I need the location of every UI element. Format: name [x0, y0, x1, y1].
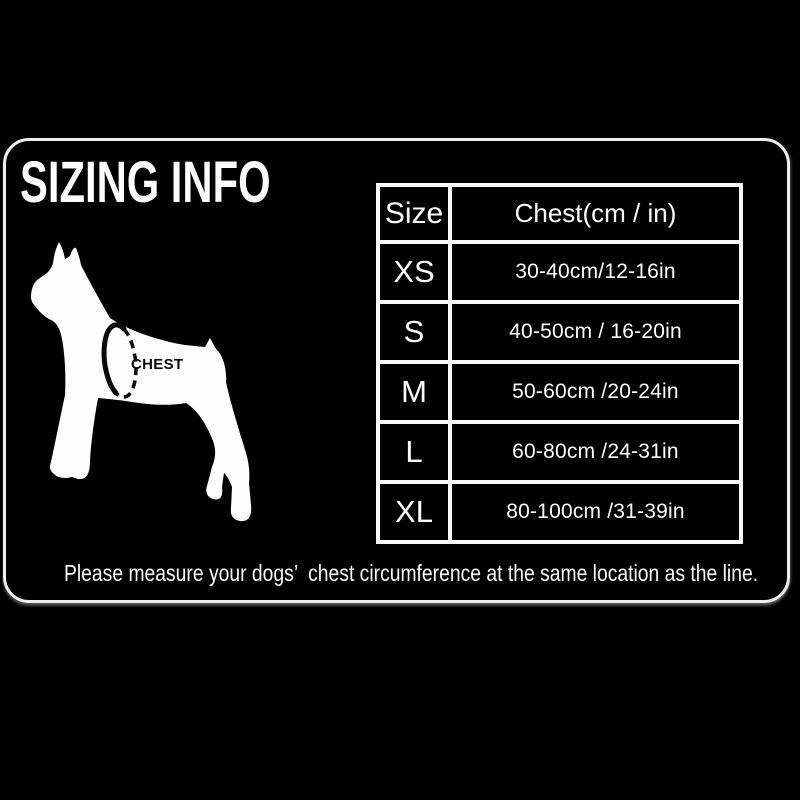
chest-value-cell: 40-50cm / 16-20in: [448, 300, 743, 364]
table-row-xl: XL 80-100cm /31-39in: [376, 480, 743, 544]
dog-silhouette-icon: [31, 242, 252, 522]
chest-value-cell: 80-100cm /31-39in: [448, 480, 743, 544]
size-cell: L: [376, 420, 452, 484]
size-table-header-row: Size Chest(cm / in): [376, 183, 743, 244]
size-cell: XS: [376, 240, 452, 304]
page-title: SIZING INFO: [20, 150, 271, 215]
size-cell: S: [376, 300, 452, 364]
info-frame: [3, 138, 790, 603]
chest-label: CHEST: [131, 356, 183, 373]
size-column-header: Size: [376, 183, 452, 244]
table-row-s: S 40-50cm / 16-20in: [376, 300, 743, 364]
chest-value-cell: 50-60cm /20-24in: [448, 360, 743, 424]
table-row-m: M 50-60cm /20-24in: [376, 360, 743, 424]
measurement-note: Please measure your dogs’ chest circumfe…: [64, 560, 759, 586]
chest-value-cell: 60-80cm /24-31in: [448, 420, 743, 484]
table-row-l: L 60-80cm /24-31in: [376, 420, 743, 484]
chest-measurement-line-solid: [101, 322, 127, 396]
chest-column-header: Chest(cm / in): [448, 183, 743, 244]
size-cell: XL: [376, 480, 452, 544]
chest-value-cell: 30-40cm/12-16in: [448, 240, 743, 304]
table-row-xs: XS 30-40cm/12-16in: [376, 240, 743, 304]
dog-illustration: CHEST: [31, 242, 252, 522]
size-cell: M: [376, 360, 452, 424]
size-table: Size Chest(cm / in) XS 30-40cm/12-16in S…: [376, 183, 743, 544]
